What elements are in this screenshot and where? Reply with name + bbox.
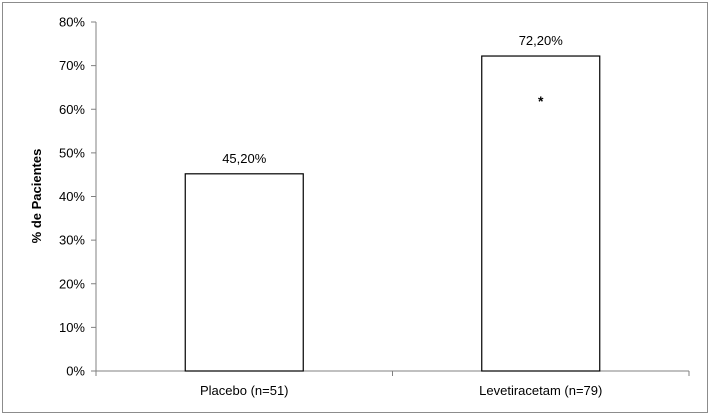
bars [184,55,601,372]
y-axis-ticks: 0% 10% 20% 30% 40% 50% 60% 70% 80% [59,15,690,379]
y-tick-label: 60% [59,102,85,117]
y-tick-label: 0% [66,364,85,379]
labels: 45,20% Placebo (n=51) 72,20% Levetiracetam … [200,33,602,398]
y-tick-label: 30% [59,233,85,248]
y-tick-label: 10% [59,320,85,335]
bar [481,55,601,372]
significance-marker: * [538,93,544,109]
y-axis-title: % de Pacientes [29,149,44,244]
x-category-label: Levetiracetam (n=79) [479,383,602,398]
x-category-label: Placebo (n=51) [200,383,289,398]
data-label: 72,20% [519,33,564,48]
y-tick-label: 20% [59,276,85,291]
bar [184,173,304,372]
y-tick-label: 40% [59,189,85,204]
y-tick-label: 50% [59,145,85,160]
y-tick-label: 70% [59,58,85,73]
y-tick-label: 80% [59,15,85,30]
data-label: 45,20% [222,151,267,166]
